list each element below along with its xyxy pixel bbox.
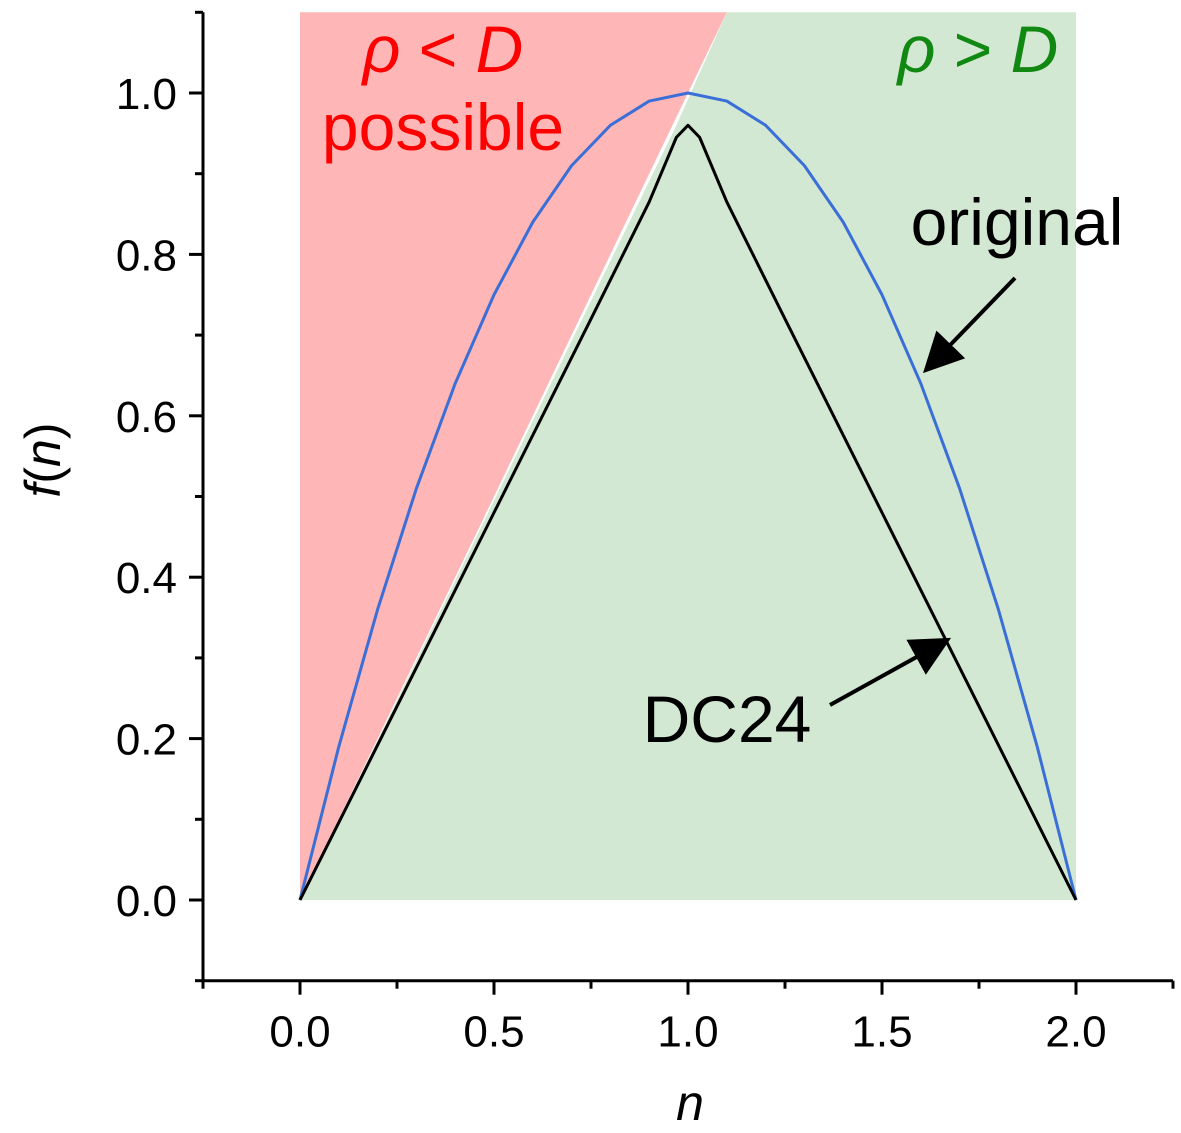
region-rho-lt-d bbox=[300, 12, 727, 901]
y-tick-label: 0.4 bbox=[116, 554, 177, 603]
annotation-rho-gt-d: ρ > D bbox=[896, 12, 1059, 86]
y-tick-label: 1.0 bbox=[116, 70, 177, 119]
x-tick-label: 0.0 bbox=[269, 1008, 330, 1057]
y-ticks: 0.0 0.2 0.4 0.6 0.8 1.0 bbox=[116, 10, 203, 983]
arrow-dc24 bbox=[829, 637, 952, 707]
x-tick-label: 2.0 bbox=[1045, 1008, 1106, 1057]
y-tick-label: 0.8 bbox=[116, 231, 177, 280]
x-tick-label: 0.5 bbox=[463, 1008, 524, 1057]
arrow-original bbox=[922, 276, 1017, 374]
annotation-rho-gt-d-op: > bbox=[935, 12, 1010, 86]
annotation-rho-lt-d: ρ < D bbox=[361, 12, 524, 86]
y-tick-label: 0.2 bbox=[116, 716, 177, 765]
y-axis-label-n: n bbox=[15, 439, 71, 467]
annotation-rho-lt-d-rho: ρ bbox=[361, 12, 401, 86]
y-tick-label: 0.6 bbox=[116, 393, 177, 442]
axes: 0.0 0.5 1.0 1.5 2.0 0.0 0.2 0.4 0.6 0.8 1.0 bbox=[116, 10, 1175, 1057]
y-axis-label-close: ) bbox=[15, 422, 71, 439]
series-lines bbox=[298, 91, 1078, 901]
y-tick-label: 0.0 bbox=[116, 877, 177, 926]
x-tick-label: 1.5 bbox=[851, 1008, 912, 1057]
annotation-possible: possible bbox=[322, 90, 564, 164]
annotation-rho-gt-d-d: D bbox=[1011, 12, 1059, 86]
y-axis-label: f(n) bbox=[15, 422, 71, 497]
annotation-original: original bbox=[911, 185, 1124, 259]
series-line-original bbox=[298, 91, 1078, 901]
x-tick-label: 1.0 bbox=[657, 1008, 718, 1057]
annotation-rho-lt-d-d: D bbox=[476, 12, 524, 86]
annotation-rho-gt-d-rho: ρ bbox=[896, 12, 936, 86]
x-axis-label: n bbox=[676, 1075, 704, 1131]
series-line-dc24 bbox=[298, 123, 1078, 901]
y-axis-label-open: ( bbox=[15, 467, 71, 484]
annotation-dc24: DC24 bbox=[643, 682, 812, 756]
annotation-rho-lt-d-op: < bbox=[400, 12, 475, 86]
x-ticks: 0.0 0.5 1.0 1.5 2.0 bbox=[201, 980, 1175, 1057]
